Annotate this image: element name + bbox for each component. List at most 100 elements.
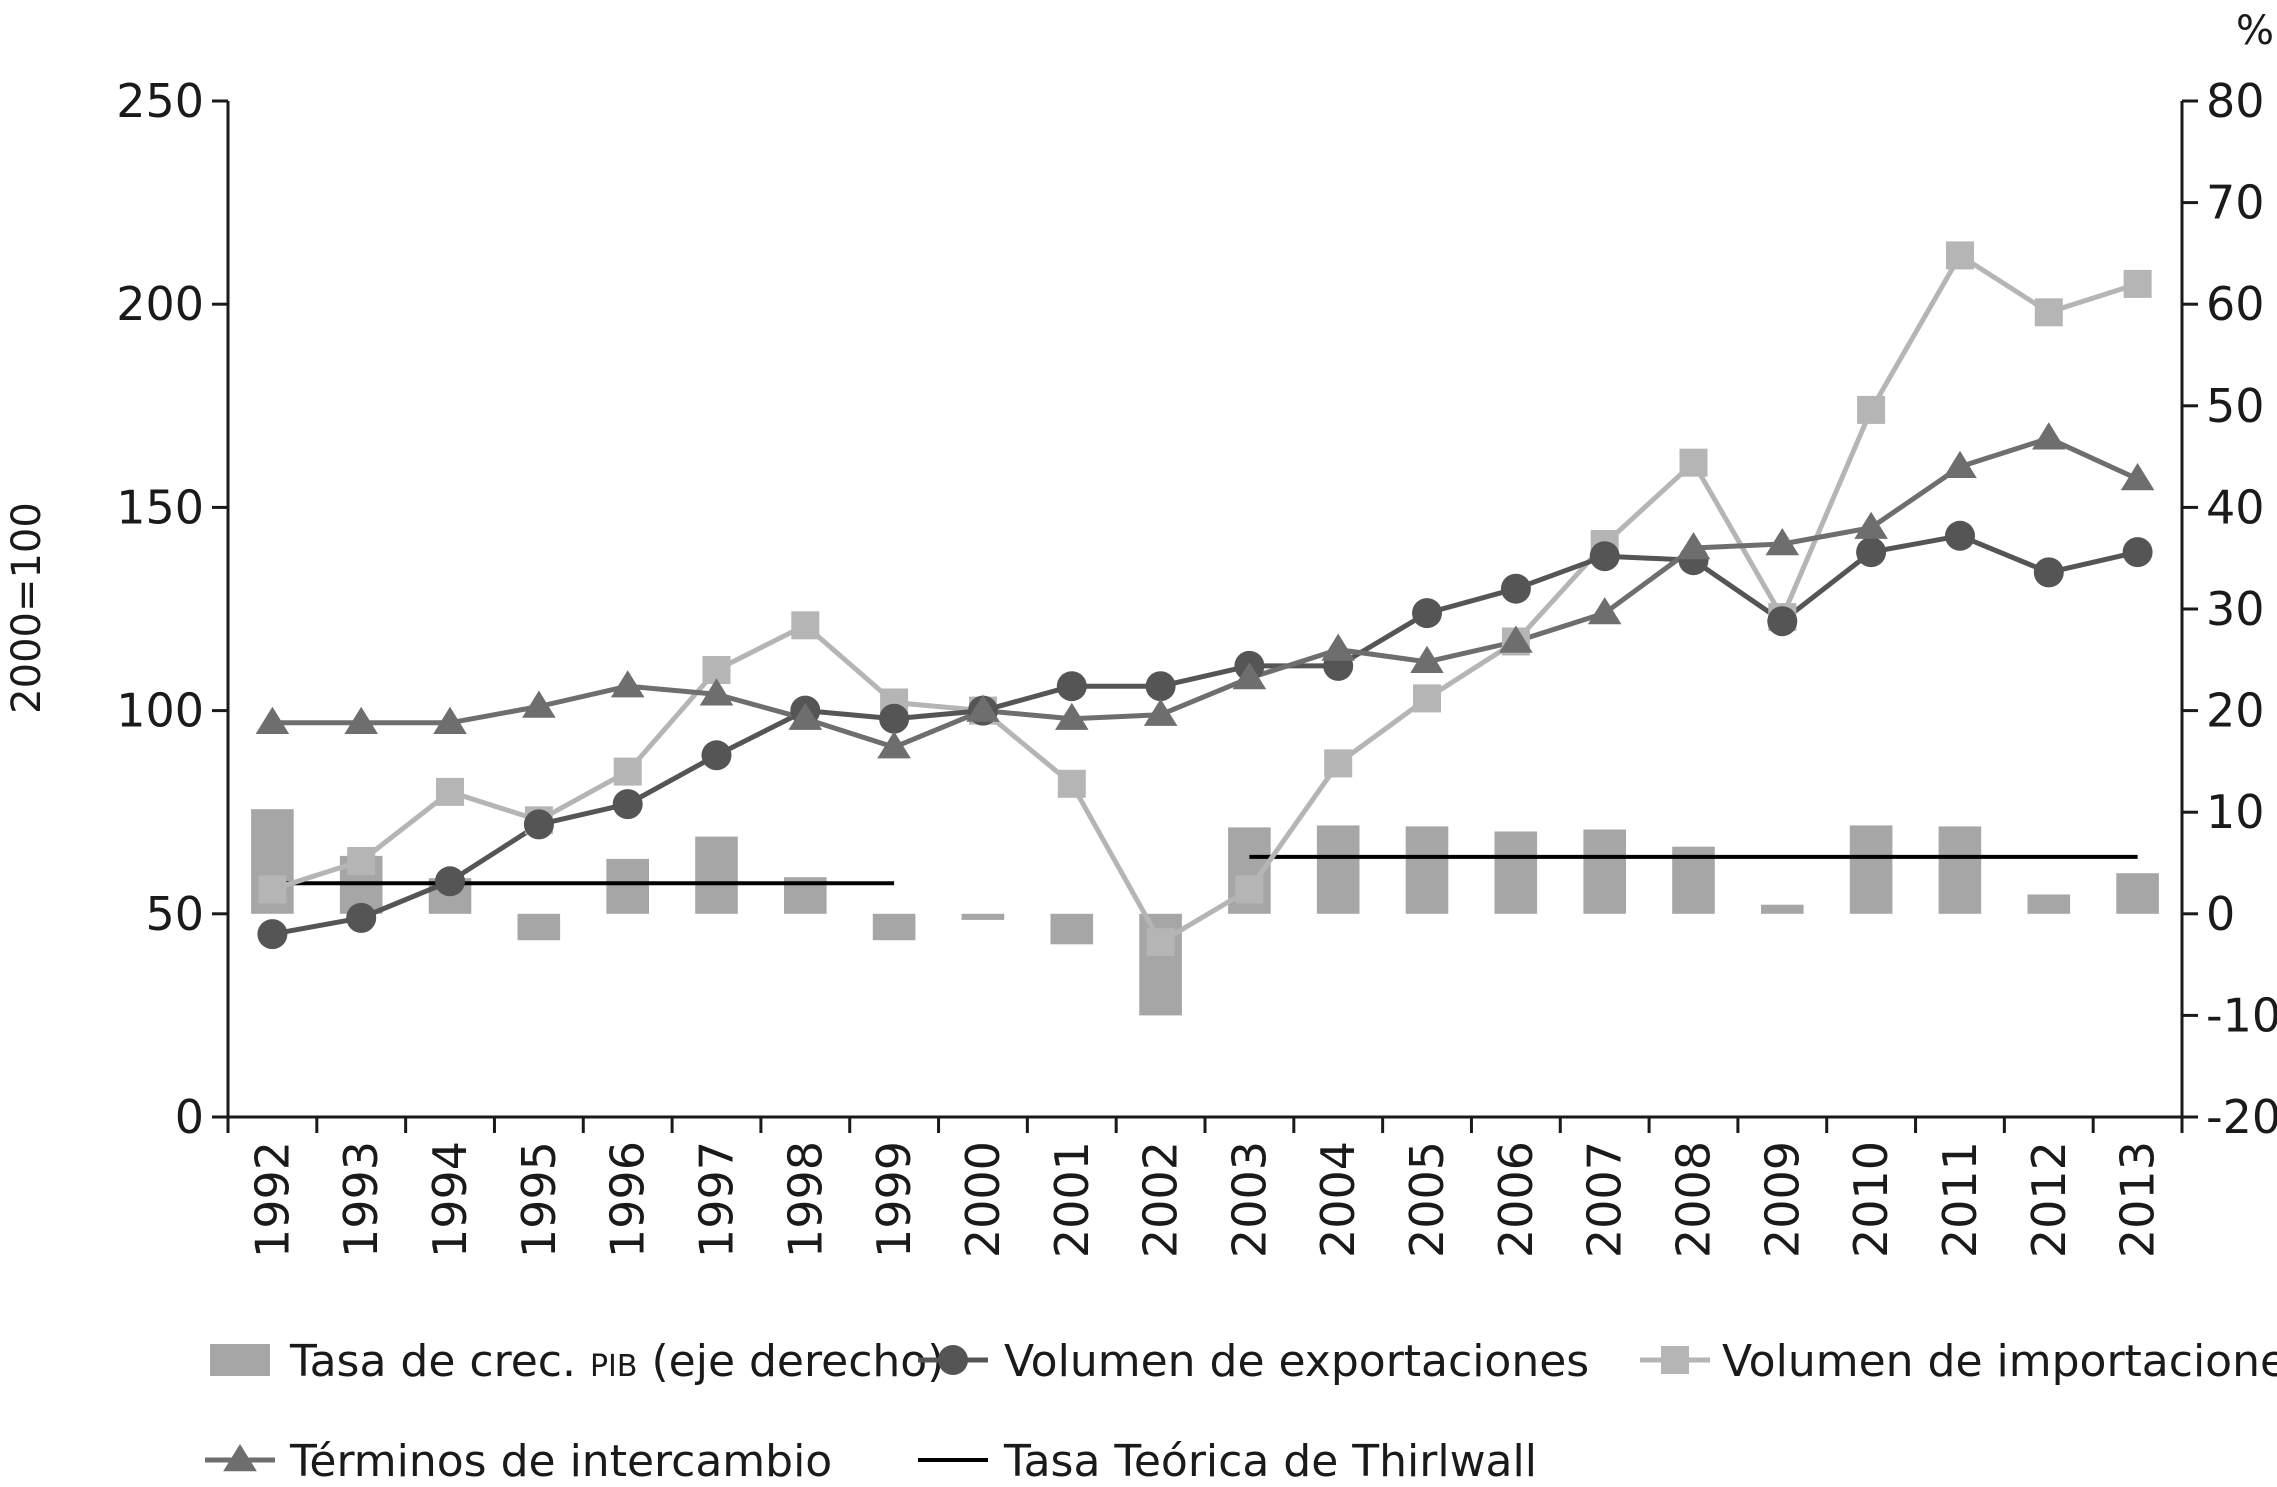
legend-label-gdp-growth-part3: (eje derecho) — [638, 1336, 945, 1387]
labels-layer: 0 50 100 150 200 250 -20 -10 0 10 20 30 40 50 60 70 80 19… — [4, 8, 2277, 1258]
x-tick-label-2012: 2012 — [2022, 1141, 2076, 1258]
y2-tick-label: 80 — [2206, 74, 2265, 128]
x-tick-label-2008: 2008 — [1667, 1141, 1721, 1258]
terms-of-trade-point-1999 — [877, 731, 911, 759]
terms-of-trade-point-2002 — [1143, 698, 1178, 726]
gdp-growth-bar-2006 — [1494, 831, 1538, 914]
y2-tick-label: 70 — [2206, 176, 2265, 230]
terms-of-trade-point-1996 — [610, 670, 645, 698]
imports-point-2011 — [1946, 241, 1974, 270]
terms-of-trade-point-2012 — [2032, 422, 2066, 450]
y2-tick-label: 50 — [2206, 379, 2265, 433]
terms-of-trade-point-2013 — [2120, 463, 2155, 491]
exports-point-2012 — [2033, 557, 2064, 588]
terms-of-trade-point-2008 — [1676, 532, 1711, 560]
exports-point-1993 — [346, 902, 377, 933]
legend-label-gdp-growth: Tasa de crec. PIB (eje derecho) — [289, 1336, 944, 1387]
y2-tick-label: 30 — [2206, 582, 2265, 636]
imports-point-2010 — [1857, 395, 1886, 424]
terms-of-trade-point-2011 — [1943, 450, 1977, 478]
exports-point-2010 — [1856, 537, 1887, 568]
terms-of-trade-point-2010 — [1854, 511, 1888, 539]
axes-layer — [212, 99, 2198, 1133]
gdp-growth-bar-2007 — [1583, 829, 1626, 914]
gdp-growth-bar-2011 — [1938, 826, 1982, 914]
y2-tick-label: 10 — [2206, 785, 2265, 839]
x-tick-label-2013: 2013 — [2111, 1141, 2165, 1258]
x-tick-label-1993: 1993 — [334, 1141, 388, 1258]
legend-swatch-exports-marker — [938, 1345, 968, 1375]
imports-point-1998 — [791, 611, 820, 640]
terms-of-trade-point-2009 — [1765, 528, 1800, 556]
imports-point-2001 — [1057, 769, 1086, 798]
bars-layer — [251, 809, 2159, 1016]
y-axis-title: 2000=100 — [4, 502, 50, 714]
y2-axis-title: % — [2236, 8, 2274, 54]
imports-point-2003 — [1235, 875, 1264, 904]
y-tick-label: 0 — [175, 1090, 204, 1144]
gdp-growth-bar-1999 — [872, 913, 916, 941]
gdp-growth-bar-2004 — [1316, 825, 1360, 914]
x-tick-label-1998: 1998 — [778, 1141, 832, 1258]
exports-point-2002 — [1145, 671, 1176, 702]
exports-point-2001 — [1056, 671, 1087, 702]
x-tick-label-2006: 2006 — [1489, 1141, 1543, 1258]
markers-layer — [255, 241, 2155, 957]
imports-point-1992 — [258, 875, 287, 904]
terms-of-trade-point-2003 — [1232, 662, 1267, 690]
y2-tick-label: 60 — [2206, 277, 2265, 331]
exports-point-2006 — [1500, 573, 1531, 604]
terms-of-trade-point-1997 — [699, 678, 734, 706]
x-tick-label-1994: 1994 — [423, 1141, 477, 1258]
x-tick-label-1992: 1992 — [245, 1141, 299, 1258]
x-tick-label-2000: 2000 — [956, 1141, 1010, 1258]
exports-point-1996 — [612, 789, 643, 820]
y2-tick-label: -20 — [2206, 1090, 2277, 1144]
gdp-growth-bar-2005 — [1405, 826, 1449, 914]
legend-label-gdp-growth-part1: Tasa de crec. — [289, 1336, 590, 1387]
x-tick-label-1999: 1999 — [867, 1141, 921, 1258]
y-tick-label: 50 — [145, 887, 204, 941]
x-tick-label-2010: 2010 — [1844, 1141, 1898, 1258]
x-tick-label-2009: 2009 — [1755, 1141, 1809, 1258]
legend-swatch-gdp-growth — [210, 1344, 270, 1376]
terms-of-trade-point-1995 — [522, 690, 556, 718]
x-tick-label-2011: 2011 — [1933, 1141, 1987, 1258]
exports-point-2013 — [2122, 537, 2153, 568]
y-tick-label: 150 — [116, 480, 204, 534]
imports-point-1996 — [613, 757, 642, 786]
gdp-growth-bar-2013 — [2116, 873, 2159, 914]
terms-of-trade-point-2000 — [966, 694, 1000, 722]
terms-of-trade-point-2007 — [1587, 597, 1622, 625]
imports-point-1993 — [347, 847, 376, 875]
imports-line — [271, 252, 2139, 945]
exports-point-2007 — [1589, 541, 1620, 572]
terms-of-trade-point-2004 — [1321, 633, 1355, 661]
y-tick-label: 250 — [116, 74, 204, 128]
imports-point-2012 — [2034, 298, 2063, 327]
gdp-growth-bar-2009 — [1761, 904, 1804, 914]
x-tick-label-2007: 2007 — [1578, 1141, 1632, 1258]
gdp-growth-bar-2000 — [961, 913, 1005, 920]
gdp-growth-bar-2012 — [2027, 894, 2071, 914]
gdp-growth-bar-1995 — [517, 913, 561, 941]
lines-layer — [271, 252, 2139, 945]
thirlwall-layer — [272, 854, 2138, 886]
exports-point-1995 — [523, 809, 554, 840]
terms-of-trade-point-1998 — [788, 702, 823, 730]
x-tick-label-2001: 2001 — [1045, 1141, 1099, 1258]
terms-of-trade-point-1993 — [344, 706, 378, 734]
legend-swatch-imports-marker — [1661, 1346, 1689, 1374]
x-tick-label-2005: 2005 — [1400, 1141, 1454, 1258]
imports-point-2008 — [1679, 448, 1708, 477]
terms-of-trade-point-2005 — [1410, 645, 1444, 673]
terms-of-trade-line — [272, 435, 2139, 750]
imports-point-2004 — [1324, 749, 1353, 778]
x-tick-label-2003: 2003 — [1222, 1141, 1276, 1258]
imports-point-2005 — [1413, 684, 1441, 713]
exports-point-1999 — [879, 703, 910, 734]
legend-swatch-terms-marker — [223, 1444, 257, 1472]
gdp-growth-bar-2001 — [1050, 913, 1094, 945]
